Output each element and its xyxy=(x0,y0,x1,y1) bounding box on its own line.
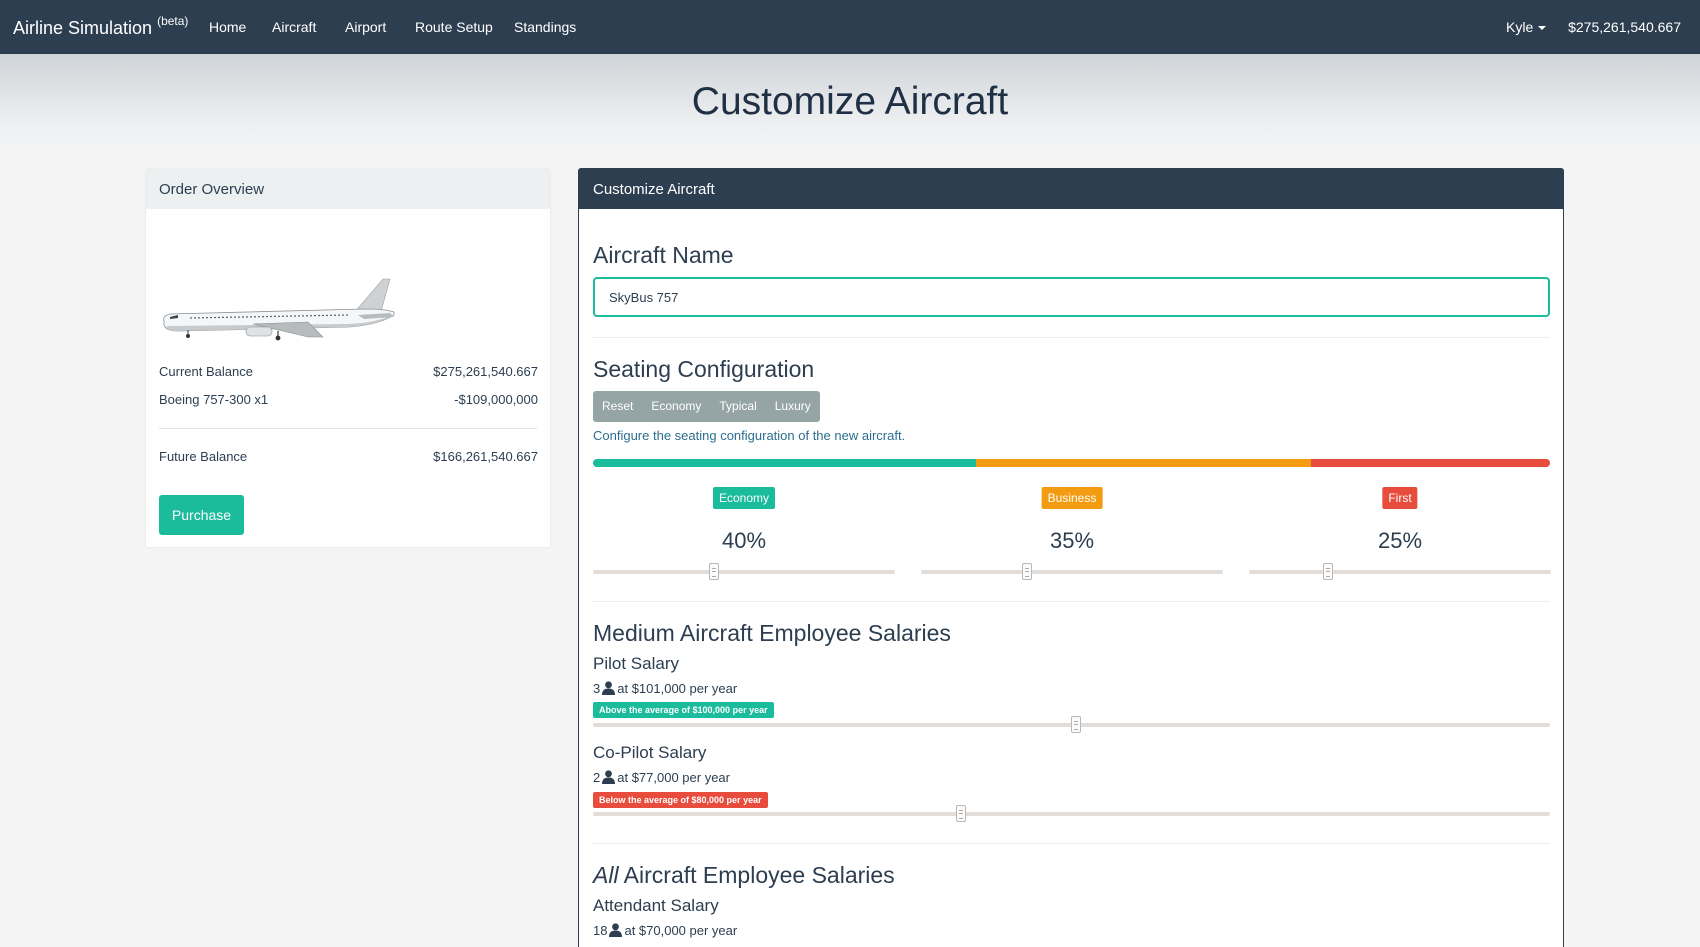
nav-aircraft[interactable]: Aircraft xyxy=(272,19,317,35)
first-slider[interactable] xyxy=(1249,563,1551,580)
nav-route-setup[interactable]: Route Setup xyxy=(415,19,493,35)
business-column: Business 35% xyxy=(921,487,1223,567)
attendant-count: 18 xyxy=(593,923,608,938)
seating-progress-bar xyxy=(593,459,1550,467)
first-badge: First xyxy=(1382,487,1418,509)
attendant-salary-line: 18 at $70,000 per year xyxy=(593,923,737,938)
current-balance-label: Current Balance xyxy=(159,364,253,379)
order-overview-header: Order Overview xyxy=(146,169,550,209)
customize-aircraft-header: Customize Aircraft xyxy=(579,169,1563,209)
pilot-salary-line: 3 at $101,000 per year xyxy=(593,681,737,696)
business-slider-handle[interactable] xyxy=(1021,563,1032,580)
copilot-salary-title: Co-Pilot Salary xyxy=(593,743,707,762)
order-overview-title: Order Overview xyxy=(159,181,265,198)
aircraft-name-heading: Aircraft Name xyxy=(593,242,734,268)
page-title: Customize Aircraft xyxy=(691,80,1009,123)
pilot-rate: at $101,000 per year xyxy=(617,681,738,696)
copilot-count: 2 xyxy=(593,770,601,785)
aircraft-image xyxy=(163,278,395,341)
user-name: Kyle xyxy=(1506,19,1534,35)
all-heading-em: All xyxy=(593,862,619,888)
first-slider-handle[interactable] xyxy=(1322,563,1333,580)
preset-luxury-button[interactable]: Luxury xyxy=(774,399,811,413)
aircraft-name-input[interactable] xyxy=(593,277,1550,317)
nav-home[interactable]: Home xyxy=(209,19,247,35)
business-slider[interactable] xyxy=(921,563,1223,580)
future-balance-value: $166,261,540.667 xyxy=(433,449,538,464)
first-percent: 25% xyxy=(1377,528,1423,553)
copilot-salary-line: 2 at $77,000 per year xyxy=(593,770,730,785)
copilot-rate: at $77,000 per year xyxy=(617,770,730,785)
first-column: First 25% xyxy=(1249,487,1551,567)
economy-percent: 40% xyxy=(721,528,767,553)
all-salaries-heading: All Aircraft Employee Salaries xyxy=(593,862,895,889)
page-header: Customize Aircraft xyxy=(0,54,1700,148)
navbar: Airline Simulation (beta) Home Aircraft … xyxy=(0,0,1700,54)
user-icon xyxy=(602,681,616,695)
copilot-salary-slider[interactable] xyxy=(593,805,1550,822)
purchase-button[interactable]: Purchase xyxy=(159,495,244,535)
seating-configuration-heading: Seating Configuration xyxy=(593,356,815,382)
user-icon xyxy=(609,923,623,937)
divider xyxy=(593,843,1550,844)
preset-economy-button[interactable]: Economy xyxy=(651,399,702,413)
seating-help-text: Configure the seating configuration of t… xyxy=(593,428,906,443)
divider xyxy=(593,601,1550,602)
chevron-down-icon xyxy=(1538,26,1547,31)
medium-salaries-heading: Medium Aircraft Employee Salaries xyxy=(593,620,951,646)
seating-preset-group: Reset Economy Typical Luxury xyxy=(593,391,820,422)
order-item-label: Boeing 757-300 x1 xyxy=(159,392,269,407)
business-badge: Business xyxy=(1041,487,1103,509)
customize-aircraft-title: Customize Aircraft xyxy=(593,181,715,198)
economy-slider-handle[interactable] xyxy=(708,563,719,580)
brand[interactable]: Airline Simulation (beta) xyxy=(13,14,189,39)
order-overview-panel: Order Overview Current Balance $275,261,… xyxy=(145,168,551,548)
attendant-salary-title: Attendant Salary xyxy=(593,896,719,915)
all-heading-rest: Aircraft Employee Salaries xyxy=(618,862,895,888)
divider xyxy=(159,428,537,429)
user-icon xyxy=(602,770,616,784)
future-balance-label: Future Balance xyxy=(159,449,248,464)
pilot-salary-title: Pilot Salary xyxy=(593,654,679,673)
economy-slider[interactable] xyxy=(593,563,895,580)
pilot-salary-slider[interactable] xyxy=(593,716,1550,733)
current-balance-value: $275,261,540.667 xyxy=(433,364,538,379)
preset-typical-button[interactable]: Typical xyxy=(719,399,757,413)
nav-balance: $275,261,540.667 xyxy=(1568,19,1681,35)
business-percent: 35% xyxy=(1049,528,1095,553)
progress-first xyxy=(1310,459,1550,467)
economy-badge: Economy xyxy=(712,487,776,509)
pilot-count: 3 xyxy=(593,681,601,696)
progress-economy xyxy=(593,459,976,467)
copilot-salary-badge: Below the average of $80,000 per year xyxy=(593,792,768,808)
customize-aircraft-panel: Customize Aircraft Aircraft Name Seating… xyxy=(578,168,1564,947)
pilot-salary-badge: Above the average of $100,000 per year xyxy=(593,702,774,718)
preset-reset-button[interactable]: Reset xyxy=(602,399,634,413)
order-item-value: -$109,000,000 xyxy=(454,392,538,407)
economy-column: Economy 40% xyxy=(593,487,895,567)
divider xyxy=(593,337,1550,338)
nav-standings[interactable]: Standings xyxy=(514,19,577,35)
user-menu[interactable]: Kyle xyxy=(1506,19,1547,35)
brand-name: Airline Simulation xyxy=(13,18,153,38)
brand-beta: (beta) xyxy=(157,14,189,28)
copilot-salary-slider-handle[interactable] xyxy=(956,805,967,822)
pilot-salary-slider-handle[interactable] xyxy=(1071,716,1082,733)
nav-airport[interactable]: Airport xyxy=(345,19,387,35)
progress-business xyxy=(975,459,1311,467)
attendant-rate: at $70,000 per year xyxy=(624,923,738,938)
